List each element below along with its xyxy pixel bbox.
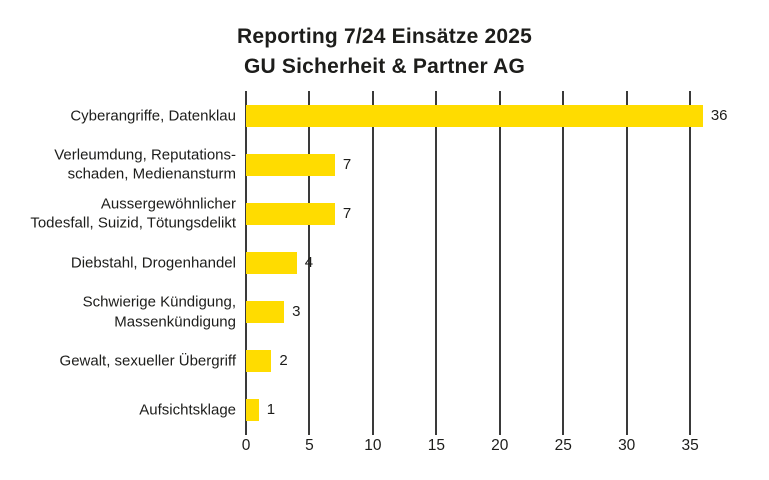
chart-title-line1: Reporting 7/24 Einsätze 2025 <box>236 25 533 48</box>
bar-0 <box>246 104 703 127</box>
category-label-3: Diebstahl, Drogenhandel <box>0 253 236 273</box>
bar-4 <box>246 301 285 324</box>
value-label-5: 2 <box>279 352 288 370</box>
category-label-line: Massenkündigung <box>114 313 236 331</box>
value-label-4: 3 <box>292 303 301 321</box>
category-label-line: schaden, Medienansturm <box>67 165 236 183</box>
bar-1 <box>246 153 335 176</box>
bar-5 <box>246 350 272 373</box>
category-label-line: Aufsichtsklage <box>139 401 236 419</box>
category-label-5: Gewalt, sexueller Übergriff <box>0 352 236 372</box>
x-tick-label-5: 5 <box>305 437 314 454</box>
category-label-0: Cyberangriffe, Datenklau <box>0 106 236 126</box>
category-label-line: Schwierige Kündigung, <box>82 293 236 311</box>
category-label-line: Diebstahl, Drogenhandel <box>70 254 236 272</box>
gridline-x-35 <box>689 91 692 435</box>
category-label-2: Aussergewöhnlicher Todesfall, Suizid, Töt… <box>0 194 236 233</box>
x-tick-label-15: 15 <box>427 437 445 454</box>
category-label-line: Gewalt, sexueller Übergriff <box>59 352 236 370</box>
value-label-2: 7 <box>342 204 352 222</box>
chart-title-line2: GU Sicherheit & Partner AG <box>244 55 525 78</box>
value-label-6: 1 <box>266 401 276 419</box>
x-tick-label-25: 25 <box>554 437 572 454</box>
value-label-3: 4 <box>304 254 314 271</box>
category-label-line: Aussergewöhnlicher <box>100 195 236 213</box>
category-label-6: Aufsichtsklage <box>0 401 236 421</box>
gridline-x-30 <box>625 91 628 435</box>
gridline-x-25 <box>562 91 565 435</box>
value-label-1: 7 <box>342 155 352 173</box>
bar-2 <box>246 202 335 225</box>
plot-area: 36 7 7 4 3 2 1 <box>245 91 736 435</box>
gridline-x-20 <box>498 91 501 435</box>
gridline-x-10 <box>371 91 374 435</box>
category-axis: Cyberangriffe, Datenklau Verleumdung, Rep… <box>0 91 236 435</box>
category-label-line: Todesfall, Suizid, Tötungsdelikt <box>30 214 236 232</box>
chart-title: Reporting 7/24 Einsätze 2025 GU Sicherhe… <box>0 22 769 82</box>
category-label-1: Verleumdung, Reputations-schaden, Medien… <box>0 145 236 184</box>
gridline-x-15 <box>435 91 438 435</box>
category-label-4: Schwierige Kündigung, Massenkündigung <box>0 293 236 332</box>
x-tick-label-10: 10 <box>364 437 382 454</box>
x-tick-label-35: 35 <box>681 437 699 454</box>
x-tick-label-0: 0 <box>241 437 251 454</box>
value-label-0: 36 <box>710 106 728 124</box>
gridline-x-5 <box>308 91 311 435</box>
category-label-line: Verleumdung, Reputations- <box>54 146 236 164</box>
bar-6 <box>246 399 259 422</box>
bar-3 <box>246 252 297 274</box>
x-tick-label-30: 30 <box>618 437 636 454</box>
category-label-line: Cyberangriffe, Datenklau <box>70 106 236 124</box>
x-tick-label-20: 20 <box>491 437 509 454</box>
